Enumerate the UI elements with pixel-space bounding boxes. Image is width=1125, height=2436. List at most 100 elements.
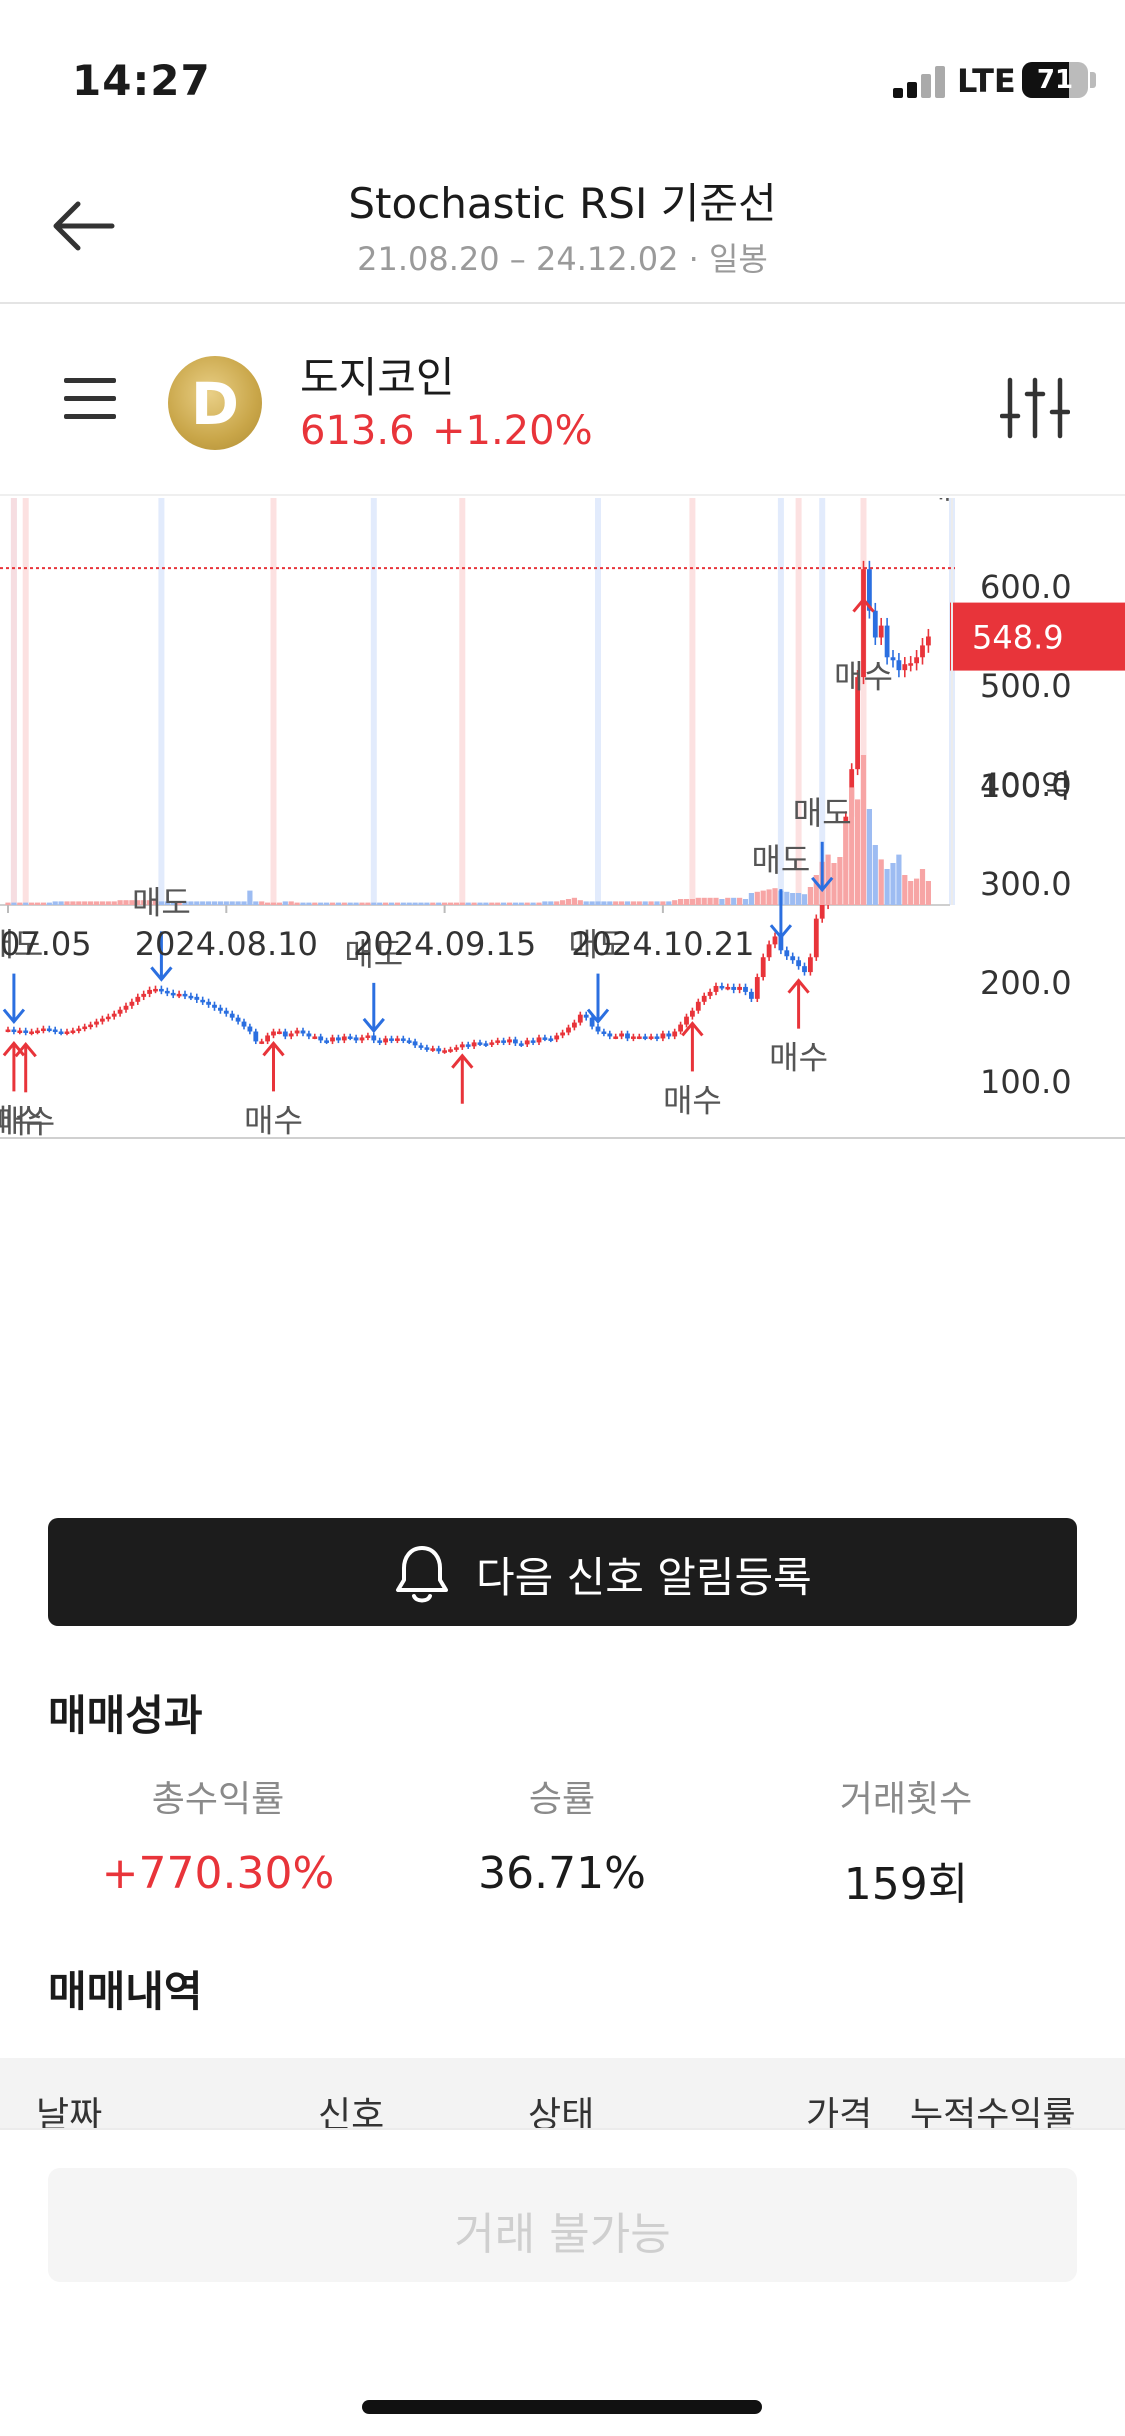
- sell-label: 매도: [793, 794, 852, 832]
- candle: [678, 1024, 683, 1032]
- stat-trade-count: 거래횟수 159회: [756, 1770, 1056, 1912]
- volume-bar: [530, 902, 536, 905]
- volume-bar: [99, 901, 105, 905]
- signal-alert-label: 다음 신호 알림등록: [476, 1553, 812, 1602]
- volume-bar: [648, 901, 654, 905]
- volume-bar: [925, 881, 931, 905]
- sell-label: 매도: [0, 926, 43, 964]
- volume-bar: [29, 902, 35, 905]
- menu-button[interactable]: [60, 374, 120, 424]
- stat-value: +770.30%: [101, 1848, 335, 1899]
- volume-bar: [436, 902, 442, 905]
- candle: [731, 986, 737, 990]
- volume-bar: [607, 901, 613, 905]
- candle: [347, 1036, 353, 1039]
- volume-bar: [849, 787, 855, 905]
- candle: [336, 1037, 341, 1041]
- candle: [88, 1024, 93, 1028]
- buy-label: 매수: [244, 1101, 303, 1139]
- candle: [784, 950, 790, 957]
- volume-bar: [46, 902, 52, 905]
- candle: [507, 1039, 512, 1043]
- candle: [247, 1026, 253, 1032]
- candle: [377, 1040, 383, 1043]
- candle: [17, 1030, 23, 1034]
- volume-bar: [772, 888, 778, 905]
- volume-bar: [666, 901, 672, 905]
- volume-bar: [152, 900, 159, 905]
- signal-band: [595, 498, 601, 905]
- volume-bar: [17, 902, 23, 905]
- candle: [583, 1014, 589, 1018]
- candle: [41, 1028, 46, 1032]
- volume-bar: [754, 891, 760, 905]
- volume-bar: [105, 901, 111, 905]
- volume-bar: [619, 901, 625, 905]
- candle: [406, 1040, 412, 1043]
- candle: [719, 985, 725, 989]
- volume-bar: [689, 899, 695, 905]
- signal-band: [689, 498, 696, 905]
- volume-bar: [524, 902, 530, 905]
- date-label: 2024.10.21: [571, 925, 754, 963]
- volume-bar: [270, 902, 277, 905]
- candle: [94, 1021, 99, 1025]
- candle: [395, 1038, 400, 1041]
- candle: [58, 1031, 64, 1034]
- volume-bar: [589, 901, 595, 905]
- trade-button[interactable]: 거래 불가능: [48, 2168, 1077, 2282]
- volume-bar: [341, 902, 347, 905]
- volume-bar: [790, 893, 796, 905]
- candle: [495, 1040, 501, 1043]
- volume-bar: [695, 897, 701, 905]
- back-arrow-icon: [53, 201, 115, 251]
- performance-title: 매매성과: [48, 1691, 203, 1740]
- price-axis-tick: 200.0: [980, 964, 1072, 1002]
- candle: [259, 1041, 265, 1044]
- volume-bar: [701, 897, 707, 905]
- page-subtitle: 21.08.20 – 24.12.02 · 일봉: [357, 240, 768, 278]
- candle: [819, 904, 825, 919]
- candle: [365, 1035, 371, 1038]
- price-chart[interactable]: 매도매수매수매도매수매도매도매수매도매수매도매수매도600.0500.0400.…: [0, 498, 1125, 1468]
- volume-bar: [129, 900, 135, 905]
- sliders-icon: [999, 377, 1071, 439]
- signal-alert-button[interactable]: 다음 신호 알림등록: [48, 1518, 1077, 1626]
- volume-bar: [117, 900, 123, 905]
- volume-bar: [672, 900, 678, 905]
- candle: [52, 1029, 58, 1033]
- candle: [141, 993, 147, 997]
- sell-arrow-head: [769, 924, 793, 940]
- volume-bar: [560, 900, 566, 905]
- buy-label: 매수: [769, 1039, 828, 1077]
- chart-canvas[interactable]: 매도매수매수매도매수매도매도매수매도매수매도매수매도600.0500.0400.…: [0, 498, 1125, 1468]
- candle: [766, 944, 772, 958]
- candle: [636, 1036, 642, 1039]
- coin-change: +1.20%: [432, 408, 593, 454]
- volume-bar: [902, 875, 908, 905]
- candle: [412, 1041, 418, 1046]
- stat-value: 36.71%: [478, 1848, 646, 1899]
- sell-arrow-head: [150, 966, 173, 982]
- volume-bar: [241, 901, 247, 905]
- candle: [241, 1021, 247, 1027]
- candle: [123, 1005, 129, 1010]
- signal-band: [459, 498, 466, 905]
- candle: [206, 1001, 211, 1005]
- volume-bar: [335, 902, 341, 905]
- candle: [277, 1031, 282, 1034]
- stat-label: 거래횟수: [839, 1779, 973, 1820]
- volume-bar: [860, 755, 867, 905]
- volume-bar: [70, 901, 76, 905]
- volume-bar: [294, 902, 300, 905]
- volume-bar: [312, 902, 318, 905]
- network-type: LTE: [957, 62, 1016, 100]
- coin-price: 613.6: [300, 408, 415, 454]
- chart-settings-button[interactable]: [999, 376, 1071, 440]
- candle: [389, 1038, 394, 1041]
- signal-band: [777, 498, 784, 905]
- volume-bar: [200, 901, 206, 905]
- back-button[interactable]: [48, 196, 120, 256]
- volume-bar: [188, 901, 194, 905]
- candle: [235, 1017, 241, 1022]
